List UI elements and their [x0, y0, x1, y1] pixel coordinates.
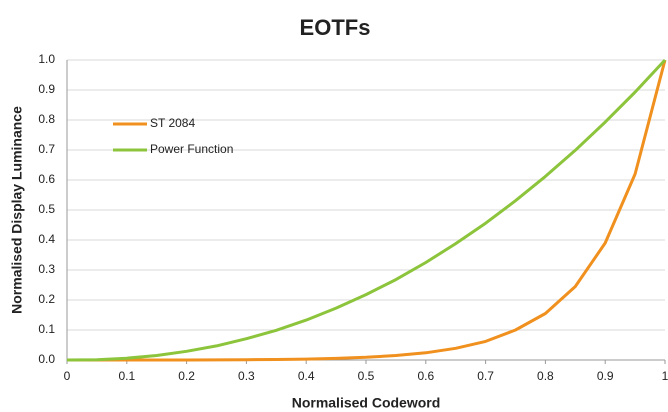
y-tick-label: 0.2	[38, 292, 55, 306]
legend-label: Power Function	[150, 142, 233, 156]
x-tick-label: 1	[662, 369, 668, 383]
x-tick-label: 0.5	[358, 369, 375, 383]
chart-title: EOTFs	[300, 15, 371, 40]
x-tick-label: 0	[64, 369, 71, 383]
y-tick-label: 0.1	[38, 322, 55, 336]
x-tick-label: 0.8	[537, 369, 554, 383]
x-tick-label: 0.2	[178, 369, 195, 383]
y-tick-label: 0.5	[38, 202, 55, 216]
x-tick-label: 0.4	[298, 369, 315, 383]
x-tick-label: 0.1	[118, 369, 135, 383]
line-series	[66, 58, 667, 362]
x-tick-label: 0.3	[238, 369, 255, 383]
y-tick-label: 0.9	[38, 82, 55, 96]
y-tick-label: 0.0	[38, 352, 55, 366]
x-tick-label: 0.9	[597, 369, 614, 383]
y-tick-label: 0.7	[38, 142, 55, 156]
x-axis-title: Normalised Codeword	[292, 395, 441, 411]
legend-label: ST 2084	[150, 116, 195, 130]
x-tick-label: 0.7	[477, 369, 494, 383]
y-tick-label: 0.3	[38, 262, 55, 276]
y-tick-label: 1.0	[38, 52, 55, 66]
line-series	[67, 59, 667, 362]
y-tick-label: 0.8	[38, 112, 55, 126]
y-tick-label: 0.4	[38, 232, 55, 246]
x-tick-label: 0.6	[417, 369, 434, 383]
y-axis-title: Normalised Display Luminance	[9, 106, 25, 314]
y-tick-label: 0.6	[38, 172, 55, 186]
